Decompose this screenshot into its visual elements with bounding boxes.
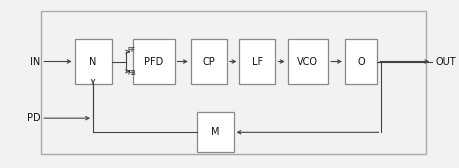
Text: FB: FB: [127, 70, 136, 76]
FancyBboxPatch shape: [287, 39, 327, 84]
Text: PFD: PFD: [144, 56, 163, 67]
Text: PD: PD: [27, 113, 40, 123]
Text: M: M: [210, 127, 219, 137]
Text: OUT: OUT: [435, 56, 455, 67]
Text: N: N: [89, 56, 96, 67]
Text: CP: CP: [202, 56, 215, 67]
FancyBboxPatch shape: [196, 112, 233, 152]
FancyBboxPatch shape: [344, 39, 376, 84]
FancyBboxPatch shape: [41, 11, 425, 154]
Text: FF: FF: [127, 47, 135, 53]
FancyBboxPatch shape: [74, 39, 111, 84]
FancyBboxPatch shape: [190, 39, 226, 84]
Text: VCO: VCO: [297, 56, 318, 67]
Text: O: O: [357, 56, 364, 67]
Text: IN: IN: [30, 56, 40, 67]
FancyBboxPatch shape: [133, 39, 174, 84]
Text: LF: LF: [252, 56, 263, 67]
FancyBboxPatch shape: [239, 39, 275, 84]
